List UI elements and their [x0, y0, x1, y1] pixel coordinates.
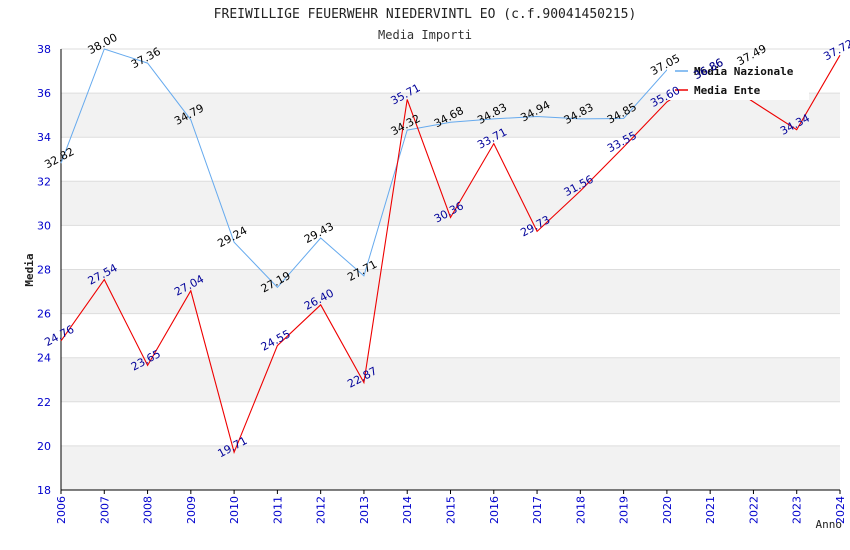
x-tick-label: 2019: [618, 496, 631, 524]
x-tick-label: 2023: [791, 496, 804, 524]
x-tick-label: 2016: [488, 496, 501, 524]
y-tick-label: 28: [37, 264, 51, 277]
band-24: [61, 313, 840, 358]
x-tick-label: 2013: [358, 496, 371, 524]
chart-subtitle: Media Importi: [378, 28, 472, 42]
chart-title: FREIWILLIGE FEUERWEHR NIEDERVINTL EO (c.…: [214, 7, 637, 22]
band-20: [61, 401, 840, 446]
y-tick-label: 24: [37, 352, 51, 365]
x-tick-label: 2009: [185, 496, 198, 524]
band-22: [61, 357, 840, 402]
band-32: [61, 137, 840, 182]
x-tick-label: 2024: [834, 496, 847, 524]
y-tick-label: 38: [37, 43, 51, 56]
legend: Media Nazionale Media Ente: [667, 60, 809, 100]
x-tick-label: 2020: [661, 496, 674, 524]
x-tick-label: 2007: [98, 496, 111, 524]
y-tick-label: 26: [37, 308, 51, 321]
x-tick-label: 2006: [55, 496, 68, 524]
x-tick-label: 2017: [531, 496, 544, 524]
y-tick-label: 20: [37, 440, 51, 453]
x-axis-title: Anno: [816, 518, 843, 531]
y-tick-label: 32: [37, 175, 51, 188]
x-tick-label: 2010: [228, 496, 241, 524]
band-34: [61, 93, 840, 138]
x-tick-label: 2012: [315, 496, 328, 524]
y-tick-label: 22: [37, 396, 51, 409]
x-axis-ticks: 2006 2007 2008 2009 2010 2011 2012 2013 2014 2015…: [55, 490, 847, 524]
band-28: [61, 225, 840, 270]
y-tick-label: 34: [37, 131, 51, 144]
y-axis-title: Media: [23, 253, 36, 286]
y-tick-label: 36: [37, 87, 51, 100]
x-tick-label: 2011: [271, 496, 284, 524]
x-tick-label: 2021: [704, 496, 717, 524]
x-tick-label: 2018: [574, 496, 587, 524]
legend-label: Media Nazionale: [694, 65, 794, 78]
band-18: [61, 445, 840, 490]
legend-label: Media Ente: [694, 84, 761, 97]
x-tick-label: 2015: [445, 496, 458, 524]
x-tick-label: 2014: [401, 496, 414, 524]
x-tick-label: 2008: [142, 496, 155, 524]
y-tick-label: 18: [37, 484, 51, 497]
y-tick-label: 30: [37, 219, 51, 232]
x-tick-label: 2022: [747, 496, 760, 524]
legend-box: [667, 60, 809, 100]
series-line-nazionale: [60, 48, 754, 289]
y-axis-ticks: 18 20 22 24 26 28 30 32 34 36 38: [37, 43, 51, 497]
